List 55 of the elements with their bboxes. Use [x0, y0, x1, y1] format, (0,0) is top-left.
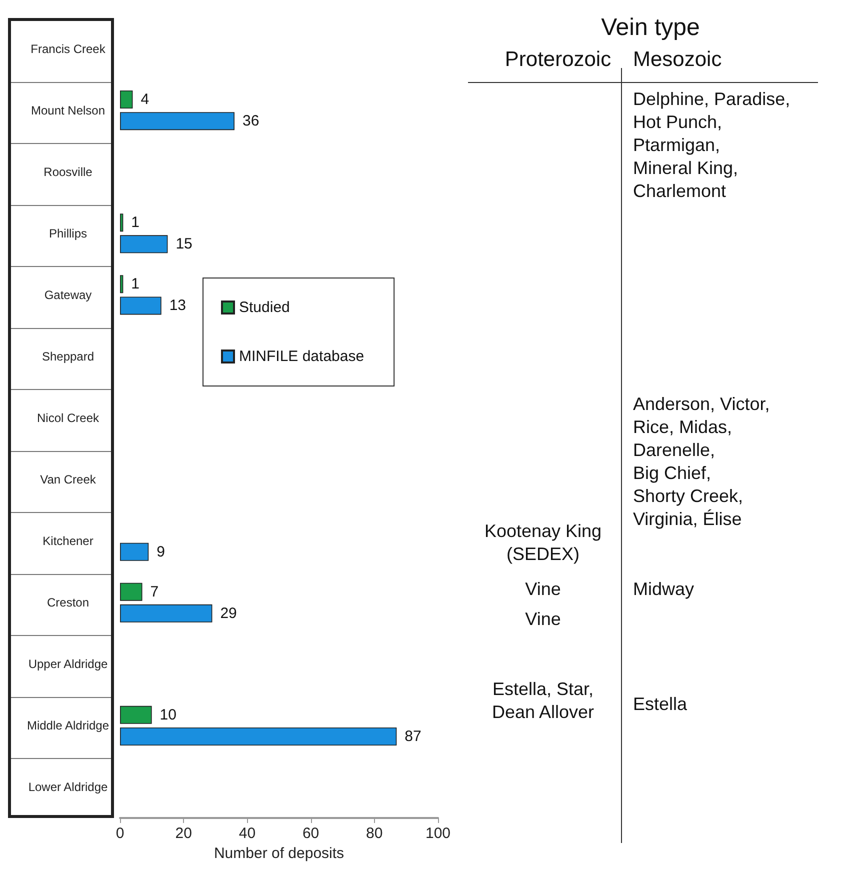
- text: Anderson, Victor, Rice, Midas, Darenelle, Big Chief, Shorty Creek, Virginia, Élise: [633, 393, 771, 531]
- x-tick-label: 20: [175, 825, 192, 842]
- y-tick-label: Sheppard: [42, 349, 94, 364]
- category-label: Mesozoic: [633, 48, 723, 72]
- data-label: 4: [140, 91, 150, 108]
- bar: [120, 582, 142, 601]
- data-label: 87: [404, 728, 422, 745]
- x-tick-label: 60: [302, 825, 320, 842]
- text: Vein type: [600, 14, 701, 42]
- text: Estella, Star, Dean Allover: [490, 678, 596, 724]
- bar: [120, 727, 397, 746]
- data-label: 13: [169, 297, 186, 314]
- bar: [120, 275, 124, 294]
- y-tick-label: Kitchener: [42, 534, 94, 548]
- text: Delphine, Paradise, Hot Punch, Ptarmigan, Mineral King, Charlemont: [633, 88, 792, 203]
- y-tick-label: Gateway: [44, 288, 92, 302]
- text: Midway: [633, 578, 696, 601]
- x-tick-label: 0: [116, 825, 124, 842]
- text: Estella: [633, 693, 688, 716]
- bar: [120, 112, 234, 130]
- y-tick-label: Francis Creek: [30, 42, 106, 56]
- text: Kootenay King (SEDEX): [483, 520, 603, 566]
- x-tick-label: 80: [366, 825, 383, 842]
- data-label: 1: [131, 214, 140, 232]
- bar: [120, 214, 124, 232]
- data-label: 10: [160, 706, 176, 724]
- data-label: 15: [176, 236, 192, 253]
- text: Vine: [524, 578, 562, 601]
- x-axis-title: Number of deposits: [214, 845, 344, 862]
- data-label: 36: [242, 112, 260, 130]
- bar: [120, 296, 162, 315]
- y-tick-label: Roosville: [44, 164, 93, 179]
- text: Vine: [524, 608, 562, 631]
- bar: [120, 604, 212, 622]
- data-label: 1: [131, 276, 140, 293]
- data-label: 9: [156, 543, 165, 560]
- y-tick-label: Nicol Creek: [36, 411, 100, 425]
- bar: [120, 542, 149, 561]
- bar: [120, 706, 152, 724]
- y-tick-label: Mount Nelson: [30, 103, 106, 118]
- bar: [120, 235, 168, 254]
- data-label: 7: [150, 583, 159, 600]
- y-tick-label: Lower Aldridge: [28, 780, 108, 794]
- x-tick-label: 100: [425, 825, 451, 842]
- data-label: 29: [220, 604, 237, 622]
- x-tick-label: 40: [238, 825, 256, 842]
- category-label: Proterozoic: [504, 48, 612, 72]
- y-tick-label: Creston: [46, 596, 90, 610]
- y-tick-label: Phillips: [48, 226, 88, 240]
- legend-label: MINFILE database: [239, 348, 364, 365]
- legend-label: Studied: [239, 299, 290, 316]
- bar: [120, 90, 133, 109]
- y-tick-label: Middle Aldridge: [26, 718, 110, 733]
- y-tick-label: Van Creek: [40, 472, 97, 487]
- y-tick-label: Upper Aldridge: [28, 657, 108, 672]
